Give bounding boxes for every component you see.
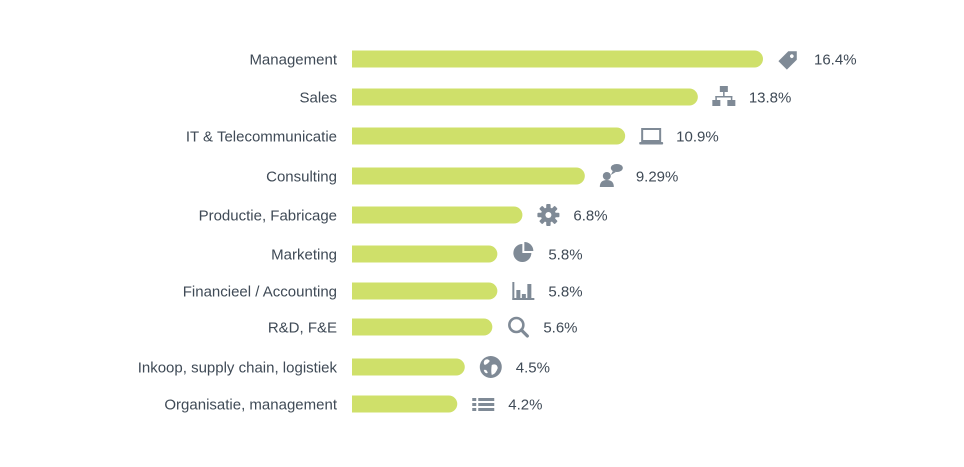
value-label: 13.8% [749,90,792,107]
category-label: Financieel / Accounting [183,284,337,301]
gear-icon [537,204,559,226]
category-label: Sales [299,90,337,107]
category-label: Management [249,52,337,69]
category-label: R&D, F&E [268,320,337,337]
bar-row: Organisatie, management 4.2% [164,396,542,414]
value-label: 9.29% [636,169,679,186]
bar-row: Management 16.4% [249,47,856,70]
value-label: 5.6% [543,320,577,337]
category-label: IT & Telecommunicatie [186,129,337,146]
category-label: Organisatie, management [164,397,337,414]
bar [352,51,763,68]
category-label: Productie, Fabricage [199,208,337,225]
value-label: 4.5% [516,360,550,377]
bar [352,359,465,376]
category-label: Marketing [271,247,337,264]
magnifier-icon [509,318,527,336]
bar-row: Financieel / Accounting 5.8% [183,282,583,301]
bar [352,396,457,413]
bar [352,168,585,185]
tag-icon [778,47,801,70]
bar [352,283,497,300]
bar-row: Consulting 9.29% [266,164,678,187]
value-label: 5.8% [548,284,582,301]
category-label: Inkoop, supply chain, logistiek [138,360,338,377]
bar [352,128,625,145]
value-label: 10.9% [676,129,719,146]
globe-icon [480,356,502,378]
bar [352,246,497,263]
bar-chart-icon [512,282,534,300]
bar [352,319,492,336]
pie-chart-icon [513,242,533,262]
bar-row: IT & Telecommunicatie 10.9% [186,128,719,146]
bar-row: Marketing 5.8% [271,242,582,264]
value-label: 16.4% [814,52,857,69]
list-icon [472,398,494,413]
bar [352,89,698,106]
laptop-icon [639,129,663,145]
value-label: 5.8% [548,247,582,264]
user-chat-icon [600,164,623,187]
bar [352,207,522,224]
bar-row: R&D, F&E 5.6% [268,318,578,337]
category-label: Consulting [266,169,337,186]
value-label: 6.8% [573,208,607,225]
sitemap-icon [712,86,735,106]
bar-row: Productie, Fabricage 6.8% [199,204,608,226]
value-label: 4.2% [508,397,542,414]
bar-row: Sales 13.8% [299,86,791,107]
bar-row: Inkoop, supply chain, logistiek 4.5% [138,356,550,378]
